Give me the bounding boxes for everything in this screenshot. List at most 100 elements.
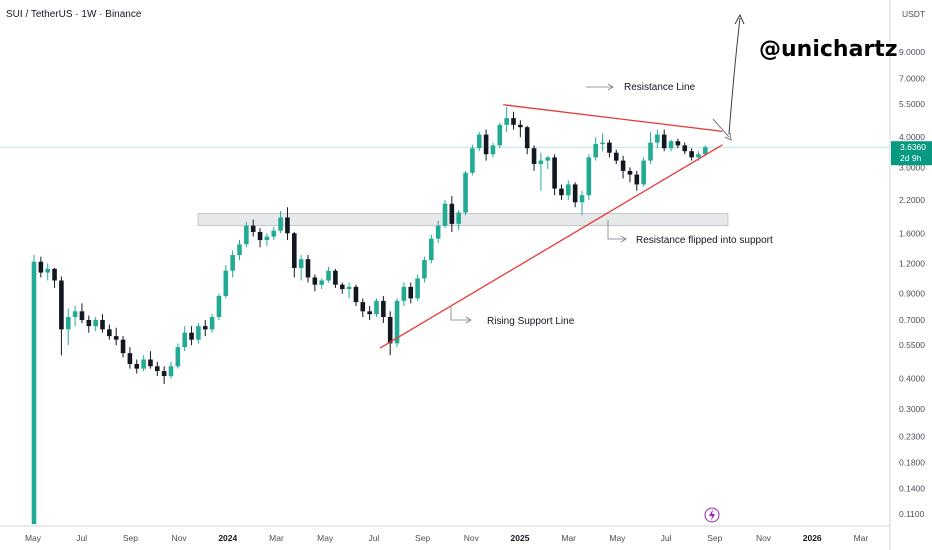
arrow-head-long <box>734 13 745 25</box>
candle-body <box>86 319 92 327</box>
price-tick-label: 0.9000 <box>899 289 925 299</box>
candle <box>209 314 215 333</box>
candle-body <box>72 311 78 318</box>
price-tick-label: 0.1100 <box>899 509 925 519</box>
candle <box>168 361 174 379</box>
time-tick-label: Sep <box>123 533 138 543</box>
candle <box>298 255 304 281</box>
time-tick-label: Nov <box>756 533 772 543</box>
candle-body <box>31 261 37 524</box>
candle-body <box>607 142 612 153</box>
candle-body <box>579 195 585 203</box>
candle-body <box>141 359 146 369</box>
candle-body <box>675 141 681 146</box>
time-tick-label: 2025 <box>511 533 530 543</box>
candle <box>470 144 475 176</box>
candle <box>250 219 256 237</box>
candle-body <box>497 124 503 146</box>
candle <box>429 234 434 264</box>
candle-body <box>134 363 140 369</box>
callout-arrow-head <box>607 83 614 91</box>
time-tick-label: Nov <box>464 533 480 543</box>
candle <box>353 284 359 306</box>
candle <box>435 220 441 243</box>
candle-body <box>682 145 688 152</box>
candle-body <box>161 371 167 377</box>
candle <box>93 317 98 332</box>
candle-body <box>237 244 242 256</box>
candle-body <box>209 317 215 330</box>
candle-body <box>381 300 386 318</box>
candle <box>381 295 386 323</box>
candle <box>237 240 242 261</box>
candle-body <box>339 284 345 290</box>
candle <box>518 120 523 138</box>
candle <box>127 347 133 369</box>
time-tick-label: Jul <box>368 533 379 543</box>
candle-body <box>504 118 509 125</box>
current-price-label: 3.6360 2d 9h <box>891 141 932 166</box>
candle <box>442 199 448 229</box>
candle-body <box>655 134 660 143</box>
candle <box>223 265 229 299</box>
candle-body <box>182 332 187 348</box>
callout-arrow-head <box>465 316 472 324</box>
candle-body <box>435 225 441 239</box>
candle-body <box>298 259 304 268</box>
candle <box>312 274 318 292</box>
candle <box>285 207 290 241</box>
candle <box>661 129 667 152</box>
candle-body <box>292 233 297 268</box>
time-tick-label: Sep <box>707 533 722 543</box>
candle-body <box>113 336 119 340</box>
candle-body <box>100 319 105 330</box>
time-tick-label: 2024 <box>218 533 237 543</box>
time-tick-label: May <box>609 533 626 543</box>
candle-body <box>408 286 414 299</box>
candle <box>607 139 612 158</box>
candle <box>148 351 153 369</box>
candle <box>463 170 468 216</box>
candle <box>401 282 407 306</box>
candle-body <box>648 142 653 161</box>
price-tick-label: 0.7000 <box>899 315 925 325</box>
candle-body <box>52 268 57 281</box>
annotation-resistance[interactable]: Resistance Line <box>586 82 696 93</box>
annotation-flipped-support[interactable]: Resistance flipped into support <box>607 220 773 246</box>
time-axis[interactable]: May Jul Sep Nov 2024 Mar May Jul Sep Nov 2025 Mar Ma… <box>25 533 868 543</box>
price-axis[interactable]: 9.0000 7.0000 5.5000 4.0000 3.0000 2.2000 1.60… <box>899 47 925 519</box>
candle-body <box>689 151 694 158</box>
candle <box>367 305 372 320</box>
candle <box>483 129 489 161</box>
candle <box>161 366 167 385</box>
price-tick-label: 3.0000 <box>899 162 925 172</box>
candle-body <box>367 311 372 315</box>
annotation-rising-support[interactable]: Rising Support Line <box>450 307 575 327</box>
candle-body <box>476 134 482 149</box>
candle-body <box>620 160 626 171</box>
candle <box>155 361 160 377</box>
candle <box>182 326 187 352</box>
candle <box>579 190 585 216</box>
time-tick-label: Mar <box>561 533 576 543</box>
candle-body <box>456 212 461 224</box>
bar-countdown: 2d 9h <box>900 153 922 163</box>
candle <box>120 336 126 358</box>
candle-body <box>470 148 475 173</box>
candle <box>196 322 201 344</box>
candle <box>593 137 598 161</box>
candle <box>305 255 311 283</box>
candle <box>641 157 646 187</box>
price-tick-label: 0.2300 <box>899 432 925 442</box>
candle <box>586 154 592 200</box>
current-price-box <box>891 141 932 166</box>
time-tick-label: Jul <box>76 533 87 543</box>
candle-body <box>196 326 201 340</box>
lightning-icon[interactable] <box>704 507 720 523</box>
callout-arrow-head <box>620 235 627 243</box>
candle <box>113 327 119 346</box>
candle <box>408 282 414 304</box>
annotation-flipped-support-label: Resistance flipped into support <box>636 235 773 246</box>
